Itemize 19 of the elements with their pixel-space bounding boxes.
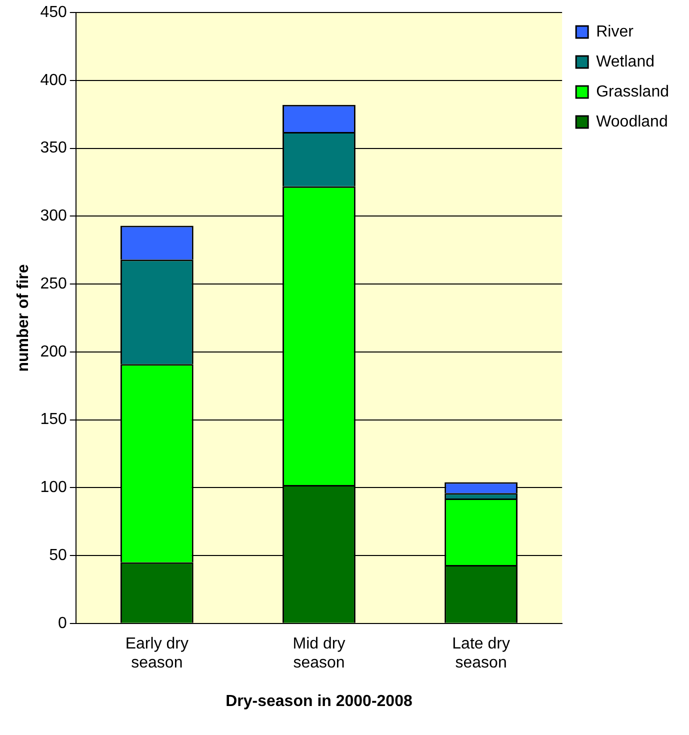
y-tick-label: 50 bbox=[49, 546, 67, 564]
y-tick-label: 250 bbox=[40, 275, 67, 292]
x-tick-label: Early dry season bbox=[125, 635, 188, 672]
legend-label: Grassland bbox=[596, 83, 669, 100]
legend-label: Woodland bbox=[596, 113, 668, 130]
x-tick-label: Late dry season bbox=[452, 635, 510, 672]
x-tick-label: Mid dry season bbox=[292, 635, 346, 672]
y-tick-label: 350 bbox=[40, 140, 67, 157]
legend-label: River bbox=[596, 23, 634, 40]
legend-label: Wetland bbox=[596, 53, 654, 70]
y-tick-label: 0 bbox=[58, 614, 67, 632]
y-tick-label: 300 bbox=[40, 208, 67, 225]
y-tick-label: 450 bbox=[40, 4, 67, 22]
y-tick-label: 100 bbox=[40, 479, 67, 496]
x-axis-title: Dry-season in 2000-2008 bbox=[226, 692, 412, 710]
y-tick-label: 200 bbox=[40, 343, 67, 360]
y-axis-title: number of fire bbox=[15, 264, 32, 372]
y-tick-label: 400 bbox=[40, 72, 67, 89]
y-tick-label: 150 bbox=[40, 411, 67, 428]
